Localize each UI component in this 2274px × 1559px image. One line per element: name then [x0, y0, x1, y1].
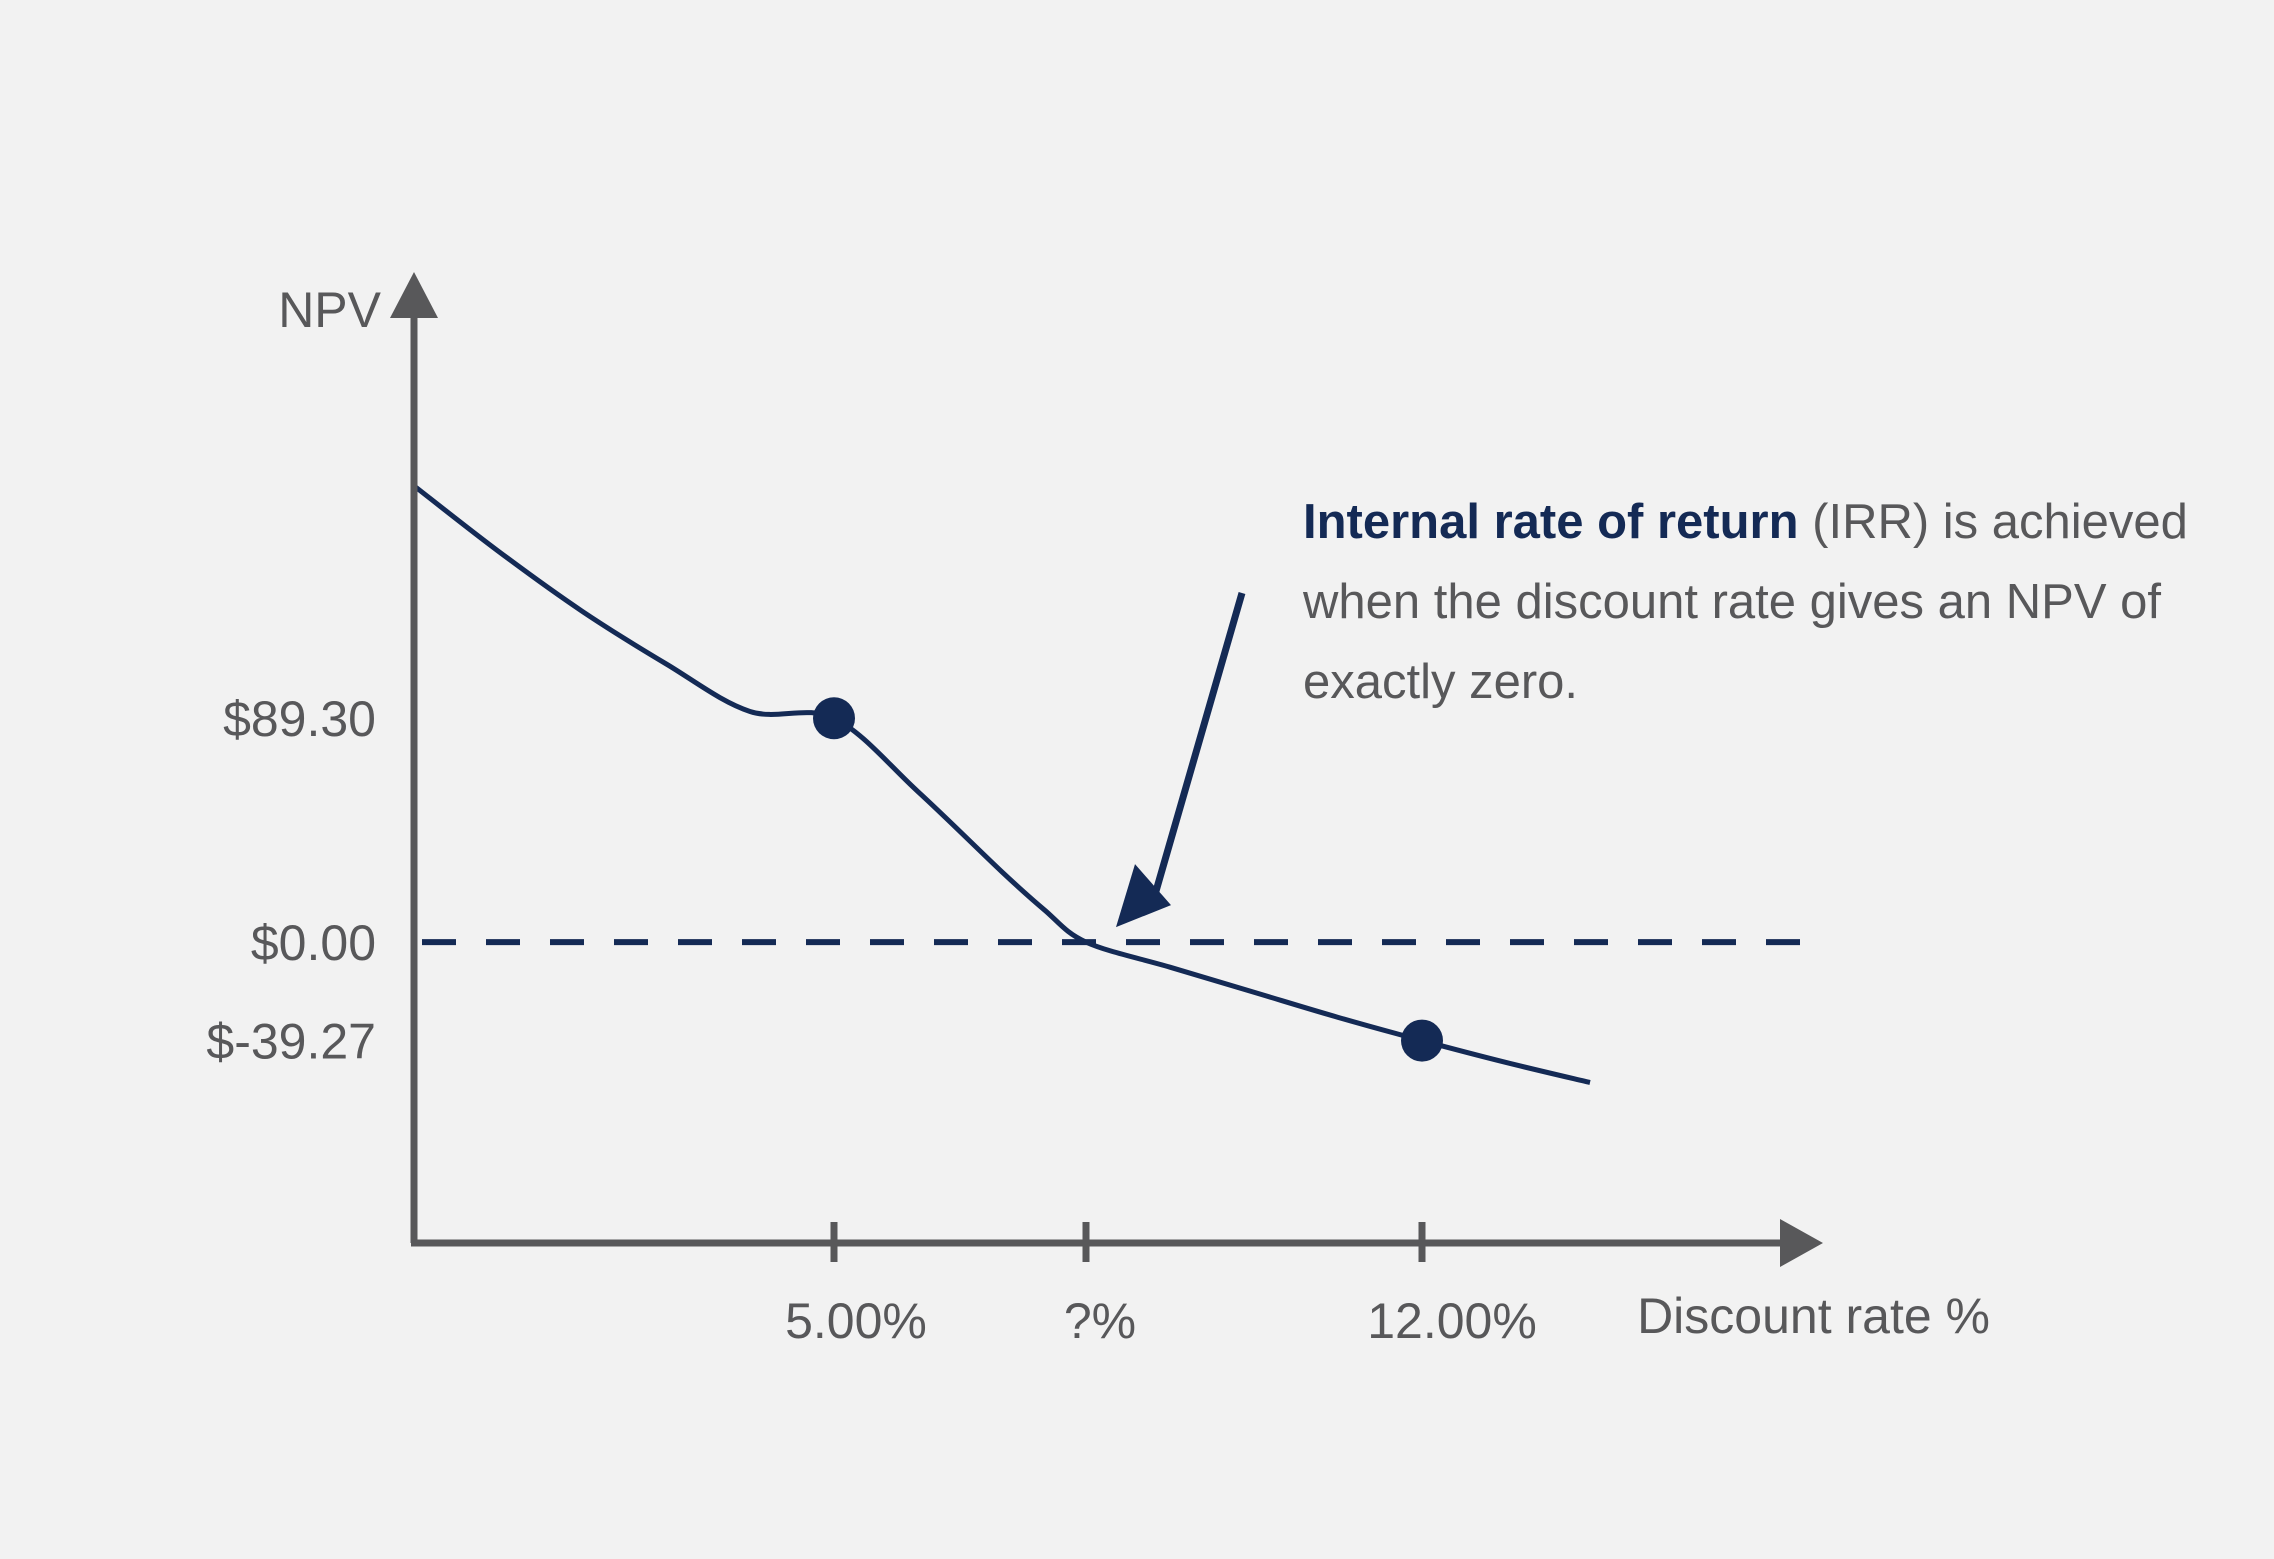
x-tick-label-0: 5.00%: [785, 1293, 927, 1349]
x-tick-label-2: 12.00%: [1367, 1293, 1537, 1349]
highlight-point-1: [1401, 1019, 1443, 1062]
tick-labels: NPV Discount rate % 5.00%?% 12.00% $89.30 $0.…: [206, 282, 1990, 1349]
y-tick-label-0: $89.30: [223, 691, 376, 747]
annotation-arrow: [1116, 592, 1246, 928]
npv-curve: [412, 483, 1591, 1085]
x-axis-title: Discount rate %: [1637, 1288, 1990, 1344]
y-axis-arrowhead: [390, 272, 438, 318]
axes: [390, 272, 1823, 1267]
irr-annotation-text: (IRR) is achieved when the discount rate…: [1303, 495, 2188, 709]
arrow-head: [1116, 864, 1171, 928]
ticks: [830, 1222, 1426, 1262]
highlight-points: [813, 697, 1443, 1062]
highlight-point-0: [813, 697, 855, 740]
x-tick-label-1: ?%: [1064, 1293, 1136, 1349]
npv-curve-group: [412, 483, 1591, 1085]
irr-annotation: Internal rate of return (IRR) is achieve…: [1303, 482, 2203, 722]
irr-annotation-bold: Internal rate of return: [1303, 495, 1799, 549]
arrow-shaft: [1152, 592, 1246, 893]
y-tick-label-1: $0.00: [251, 915, 376, 971]
y-axis-title: NPV: [278, 282, 381, 338]
y-tick-label-2: $-39.27: [206, 1014, 376, 1070]
x-axis-arrowhead: [1780, 1219, 1823, 1267]
